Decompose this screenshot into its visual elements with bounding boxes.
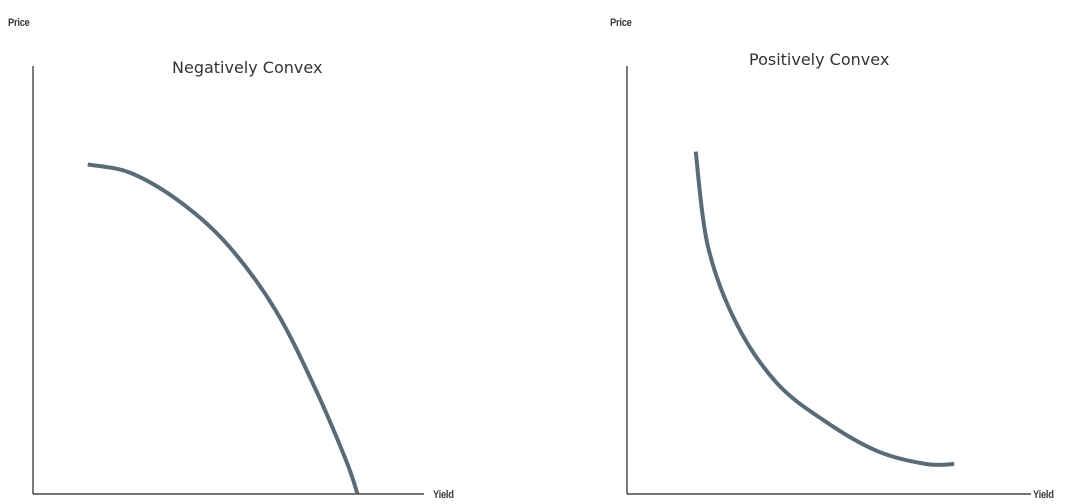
chart-title: Positively Convex [749, 50, 890, 69]
x-axis-label: Yield [1033, 489, 1054, 501]
x-axis-label: Yield [433, 489, 454, 501]
price-yield-curve [693, 151, 955, 467]
y-axis-label: Price [8, 17, 30, 29]
chart-positively-convex: Price Positively Convex Yield [536, 0, 1073, 504]
y-axis-label: Price [610, 17, 632, 29]
price-yield-curve [87, 162, 360, 495]
plot-area [626, 66, 1031, 495]
plot-area [32, 66, 424, 495]
chart-title: Negatively Convex [172, 58, 323, 77]
chart-negatively-convex: Price Negatively Convex Yield [0, 0, 536, 504]
